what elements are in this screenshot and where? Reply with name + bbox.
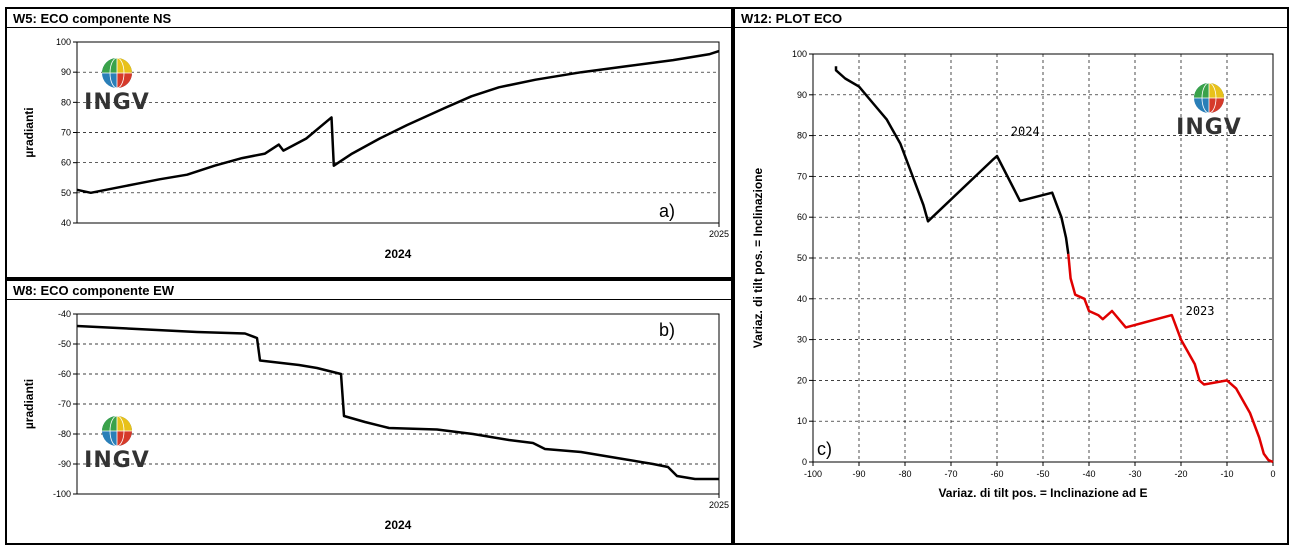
y-tick-label: 0 [802, 457, 807, 467]
ingv-logo: INGV [1176, 82, 1242, 140]
panel-ns: W5: ECO componente NS 40 50 60 70 80 90 100 202… [5, 7, 733, 279]
y-tick-label: -70 [58, 399, 71, 409]
panel-title-ew: W8: ECO componente EW [13, 283, 175, 298]
panel-annotation: c) [817, 439, 832, 459]
y-tick-label: 70 [61, 128, 71, 138]
y-tick-label: -100 [53, 489, 71, 499]
x-tick-label: 2025 [709, 229, 729, 239]
y-tick-label: 40 [797, 294, 807, 304]
x-tick-label: 0 [1270, 469, 1275, 479]
panel-annotation: a) [659, 201, 675, 221]
y-axis-label: µradianti [22, 107, 36, 157]
y-tick-label: -80 [58, 429, 71, 439]
logo-text: INGV [84, 90, 150, 115]
y-tick-label: 50 [61, 188, 71, 198]
year-annotation: 2024 [1011, 125, 1040, 139]
globe-segment [117, 416, 132, 431]
x-tick-label: -40 [1082, 469, 1095, 479]
panel-header-rule [7, 299, 731, 300]
x-axis-label: 2024 [385, 247, 412, 261]
globe-segment [1194, 83, 1209, 98]
y-tick-label: -40 [58, 309, 71, 319]
y-tick-label: -90 [58, 459, 71, 469]
y-tick-label: 50 [797, 253, 807, 263]
logo-text: INGV [84, 448, 150, 473]
globe-segment [1209, 83, 1224, 98]
y-tick-label: 100 [56, 37, 71, 47]
series-line-2023 [1067, 253, 1274, 464]
globe-segment [117, 431, 132, 446]
globe-line [109, 57, 125, 89]
x-tick-label: -10 [1220, 469, 1233, 479]
x-tick-label: -70 [944, 469, 957, 479]
panel-header-rule [7, 27, 731, 28]
logo-text: INGV [1176, 115, 1242, 140]
x-tick-label: -60 [990, 469, 1003, 479]
series-line-2024 [834, 66, 1070, 255]
x-axis-label: Variaz. di tilt pos. = Inclinazione ad E [938, 486, 1147, 500]
plot-frame [76, 313, 720, 495]
y-tick-label: 60 [797, 212, 807, 222]
panel-ew: W8: ECO componente EW -100 -90 -80 -70 -60 -5… [5, 279, 733, 545]
plot-frame [76, 41, 720, 224]
y-tick-label: 40 [61, 218, 71, 228]
globe-line [1201, 82, 1217, 114]
panel-title-ns: W5: ECO componente NS [13, 11, 172, 26]
y-axis-label: µradianti [22, 379, 36, 429]
y-tick-label: 100 [792, 49, 807, 59]
globe-segment [102, 416, 117, 431]
y-tick-label: 90 [61, 67, 71, 77]
y-tick-label: -60 [58, 369, 71, 379]
y-tick-label: -50 [58, 339, 71, 349]
y-tick-label: 90 [797, 90, 807, 100]
chart-ew: -100 -90 -80 -70 -60 -50 -40 2025 2024 µradianti b… [22, 309, 729, 532]
globe-segment [1209, 98, 1224, 113]
panel-header-rule [735, 27, 1287, 28]
y-tick-label: 60 [61, 158, 71, 168]
globe-segment [117, 73, 132, 88]
globe-segment [117, 58, 132, 73]
y-tick-label: 80 [61, 97, 71, 107]
y-axis-label: Variaz. di tilt pos. = Inclinazione [751, 167, 765, 348]
y-tick-label: 10 [797, 416, 807, 426]
y-tick-label: 30 [797, 335, 807, 345]
panel-annotation: b) [659, 320, 675, 340]
x-tick-label: -20 [1174, 469, 1187, 479]
chart-ns: 40 50 60 70 80 90 100 2025 2024 µradianti a) INGV [22, 37, 729, 261]
ingv-logo: INGV [84, 415, 150, 473]
panel-title-plot: W12: PLOT ECO [741, 11, 843, 26]
plot-frame [812, 53, 1274, 463]
globe-line [109, 415, 125, 447]
x-tick-label: -30 [1128, 469, 1141, 479]
y-tick-label: 70 [797, 171, 807, 181]
x-tick-label: -50 [1036, 469, 1049, 479]
chart-plot: -100 -90 -80 -70 -60 -50 -40 -30 -20 -10 001020304… [751, 49, 1276, 500]
series-line [76, 49, 720, 195]
y-tick-label: 80 [797, 131, 807, 141]
panel-plot: W12: PLOT ECO -100 -90 -80 -70 -60 -50 -40 -30-… [733, 7, 1289, 545]
x-tick-label: -90 [852, 469, 865, 479]
year-annotation: 2023 [1186, 304, 1215, 318]
ingv-logo: INGV [84, 57, 150, 115]
x-tick-label: -80 [898, 469, 911, 479]
globe-segment [102, 58, 117, 73]
x-axis-label: 2024 [385, 518, 412, 532]
x-tick-label: -100 [804, 469, 822, 479]
series-line [76, 324, 719, 481]
y-tick-label: 20 [797, 375, 807, 385]
x-tick-label: 2025 [709, 500, 729, 510]
